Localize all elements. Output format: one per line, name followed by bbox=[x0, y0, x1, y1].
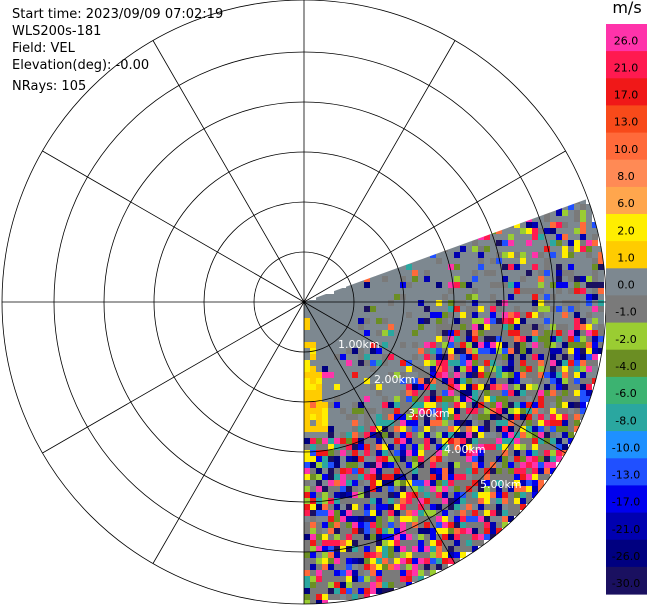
colorbar-tick-label: 1.0 bbox=[617, 251, 635, 264]
colorbar-band bbox=[606, 512, 647, 541]
ray-count: NRays: 105 bbox=[12, 79, 87, 94]
azimuth-spoke bbox=[152, 40, 305, 303]
colorbar-tick-label: -2.0 bbox=[615, 333, 636, 346]
colorbar-band bbox=[606, 349, 647, 378]
colorbar-band bbox=[606, 186, 647, 215]
colorbar-band bbox=[606, 159, 647, 188]
azimuth-spoke bbox=[303, 301, 456, 564]
range-label: 4.00km bbox=[444, 443, 486, 456]
azimuth-spoke bbox=[303, 40, 456, 303]
colorbar-tick-label: -1.0 bbox=[615, 306, 636, 319]
colorbar-tick-label: 17.0 bbox=[614, 89, 639, 102]
colorbar-band bbox=[606, 24, 647, 52]
colorbar-tick-label: -26.0 bbox=[612, 550, 640, 563]
colorbar-band bbox=[606, 132, 647, 161]
colorbar-band bbox=[606, 241, 647, 269]
azimuth-spoke bbox=[303, 301, 566, 454]
ppi-plot: 1.00km 2.00km 3.00km 4.00km 5.00km bbox=[1, 0, 607, 605]
colorbar-band bbox=[606, 566, 647, 595]
colorbar-tick-label: -8.0 bbox=[615, 414, 636, 427]
colorbar-band bbox=[606, 295, 647, 324]
colorbar-tick-label: 13.0 bbox=[614, 116, 639, 129]
colorbar-tick-label: -13.0 bbox=[612, 469, 640, 482]
range-label: 3.00km bbox=[408, 407, 450, 420]
colorbar-band bbox=[606, 539, 647, 568]
azimuth-spoke bbox=[303, 150, 566, 303]
colorbar-tick-label: 26.0 bbox=[614, 34, 639, 47]
colorbar-tick-label: 2.0 bbox=[617, 224, 635, 237]
scan-info: Start time: 2023/09/09 07:02:19 WLS200s-… bbox=[12, 6, 223, 95]
colorbar-tick-label: -10.0 bbox=[612, 441, 640, 454]
range-label: 2.00km bbox=[374, 373, 416, 386]
colorbar-band bbox=[606, 268, 647, 296]
colorbar: 26.0 21.0 17.0 13.0 10.0 8.0 6.0 2.0 1.0 0.0 -1.0 -… bbox=[606, 24, 647, 595]
colorbar-tick-label: 6.0 bbox=[617, 197, 635, 210]
colorbar-tick-label: 10.0 bbox=[614, 143, 639, 156]
colorbar-tick-label: 21.0 bbox=[614, 61, 639, 74]
colorbar-band bbox=[606, 214, 647, 242]
colorbar-tick-label: -4.0 bbox=[615, 360, 636, 373]
azimuth-spoke bbox=[152, 301, 305, 564]
field-name: Field: VEL bbox=[12, 41, 75, 56]
colorbar-tick-label: -21.0 bbox=[612, 523, 640, 536]
elevation: Elevation(deg): -0.00 bbox=[12, 58, 150, 73]
azimuth-spoke bbox=[42, 301, 305, 454]
colorbar-band bbox=[606, 376, 647, 405]
range-labels: 1.00km 2.00km 3.00km 4.00km 5.00km bbox=[338, 338, 522, 491]
colorbar-tick-label: -30.0 bbox=[612, 577, 640, 590]
colorbar-tick-label: 8.0 bbox=[617, 170, 635, 183]
azimuth-spoke bbox=[42, 150, 305, 303]
colorbar-band bbox=[606, 51, 647, 79]
colorbar-band bbox=[606, 105, 647, 134]
colorbar-band bbox=[606, 404, 647, 432]
instrument-name: WLS200s-181 bbox=[12, 24, 102, 39]
start-time: Start time: 2023/09/09 07:02:19 bbox=[12, 7, 224, 22]
colorbar-tick-label: -17.0 bbox=[612, 496, 640, 509]
colorbar-unit: m/s bbox=[612, 0, 642, 17]
colorbar-band bbox=[606, 431, 647, 459]
colorbar-band bbox=[606, 78, 647, 106]
colorbar-tick-label: -6.0 bbox=[615, 387, 636, 400]
colorbar-tick-label: 0.0 bbox=[617, 279, 635, 292]
colorbar-band bbox=[606, 322, 647, 351]
colorbar-band bbox=[606, 458, 647, 486]
range-label: 1.00km bbox=[338, 338, 380, 351]
colorbar-band bbox=[606, 485, 647, 514]
velocity-sector bbox=[304, 198, 604, 604]
range-label: 5.00km bbox=[480, 478, 522, 491]
